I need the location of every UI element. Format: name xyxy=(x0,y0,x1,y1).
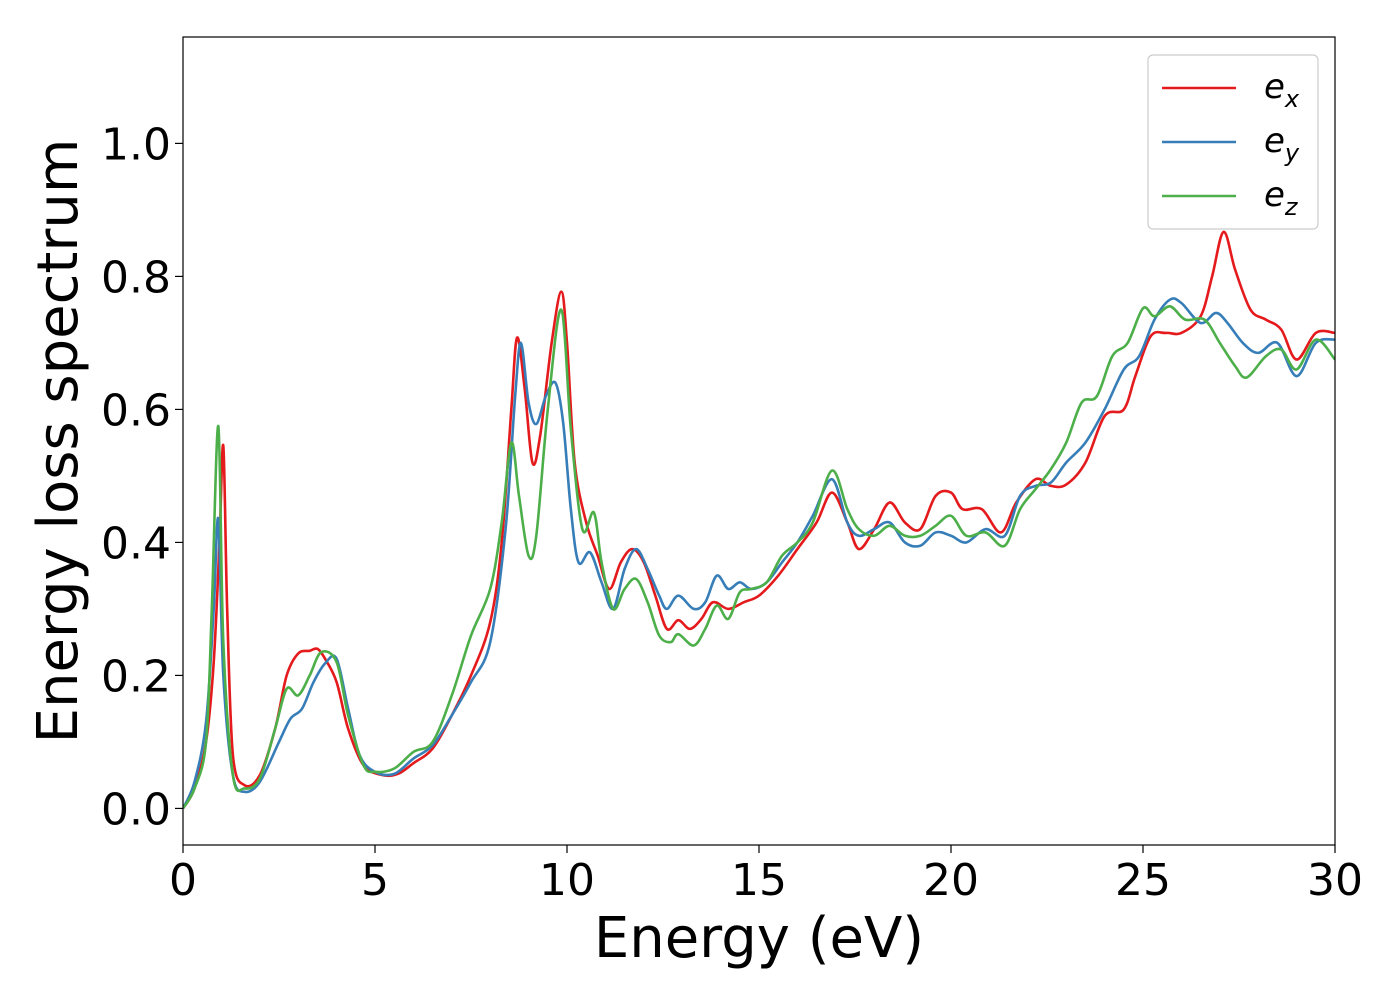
x-tick-label: 10 xyxy=(539,855,595,906)
legend: ex ey ez xyxy=(1147,54,1319,230)
x-tick-label: 20 xyxy=(923,855,979,906)
x-tick-label: 0 xyxy=(169,855,197,906)
legend-label-y: ey xyxy=(1264,121,1300,167)
legend-label-z: ez xyxy=(1264,175,1299,221)
y-tick-label: 1.0 xyxy=(101,119,171,170)
series-line-y xyxy=(183,297,1335,809)
y-tick-label: 0.0 xyxy=(101,784,171,835)
x-tick-label: 25 xyxy=(1115,855,1171,906)
series-line-x xyxy=(183,230,1335,810)
y-axis-title: Energy loss spectrum xyxy=(26,139,91,744)
series-layer xyxy=(183,230,1335,810)
x-axis-title: Energy (eV) xyxy=(594,906,924,971)
y-tick-label: 0.6 xyxy=(101,385,171,436)
x-tick-label: 5 xyxy=(361,855,389,906)
x-axis: 0 5 10 15 20 25 30 xyxy=(169,845,1363,906)
y-tick-label: 0.2 xyxy=(101,651,171,702)
y-tick-label: 0.4 xyxy=(101,518,171,569)
x-tick-label: 15 xyxy=(731,855,787,906)
legend-label-x: ex xyxy=(1264,67,1300,113)
x-tick-label: 30 xyxy=(1307,855,1363,906)
series-line-z xyxy=(183,305,1335,810)
y-tick-label: 0.8 xyxy=(101,252,171,303)
y-axis: 0.0 0.2 0.4 0.6 0.8 1.0 xyxy=(101,119,183,835)
